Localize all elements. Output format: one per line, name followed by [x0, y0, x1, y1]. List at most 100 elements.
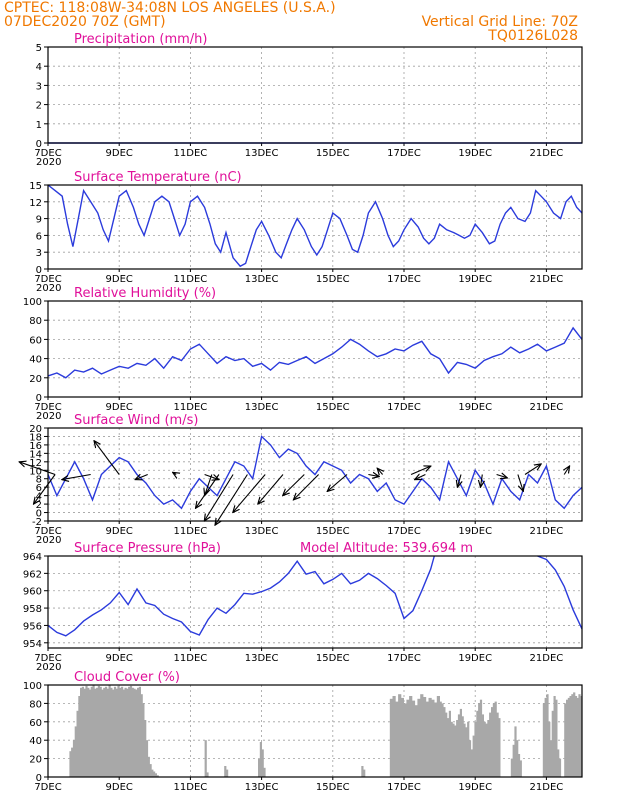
- wind-vector-arrow: [233, 474, 266, 513]
- wind-xtick-label: 17DEC: [387, 526, 421, 537]
- wind-vector-arrow: [481, 474, 483, 488]
- cloud-bar: [450, 721, 453, 777]
- rh-xtick-label: 19DEC: [458, 402, 492, 413]
- precip-year-label: 2020: [36, 157, 61, 168]
- wind-frame: [47, 427, 583, 522]
- cloud-bar: [479, 699, 483, 777]
- wind-ytick-label: 16: [29, 441, 42, 452]
- precip-xtick-label: 13DEC: [245, 148, 279, 159]
- cloud-bar: [567, 697, 570, 777]
- cloud-ytick-label: 20: [29, 755, 42, 766]
- cloud-bar: [406, 699, 410, 777]
- cloud-bar: [489, 712, 492, 777]
- temp-xtick-label: 15DEC: [316, 274, 350, 285]
- pressure-ytick-label: 958: [23, 604, 42, 615]
- wind-vector-arrow: [410, 466, 431, 476]
- wind-ytick-label: 6: [36, 483, 42, 494]
- cloud-bar: [461, 716, 464, 777]
- cloud-bar: [403, 703, 407, 777]
- precip-xtick-label: 17DEC: [387, 148, 421, 159]
- cloud-bar: [87, 687, 90, 777]
- wind-vector-arrow: [496, 475, 508, 478]
- cloud-bar: [468, 740, 472, 777]
- cloud-bar: [454, 725, 457, 777]
- cloud-bar: [459, 708, 462, 777]
- rh-xtick-label: 9DEC: [106, 402, 133, 413]
- precip-ytick-label: 4: [36, 62, 42, 73]
- cloud-bar: [110, 687, 113, 777]
- wind-xtick-label: 11DEC: [174, 526, 208, 537]
- header-location: CPTEC: 118:08W-34:08N LOS ANGELES (U.S.A…: [4, 0, 336, 16]
- pressure-annotation: Model Altitude: 539.694 m: [300, 541, 473, 556]
- cloud-bar: [71, 747, 74, 777]
- rh-xtick-label: 17DEC: [387, 402, 421, 413]
- rh-xtick-label: 11DEC: [174, 402, 208, 413]
- cloud-bar: [434, 702, 438, 777]
- temp-xtick-label: 17DEC: [387, 274, 421, 285]
- cloud-bar: [400, 697, 404, 777]
- cloud-bar: [517, 754, 521, 777]
- cloud-bar: [156, 775, 159, 777]
- cloud-bar: [226, 769, 229, 777]
- cloud-bar: [550, 740, 553, 777]
- cloud-bar: [472, 735, 475, 777]
- wind-title: Surface Wind (m/s): [74, 413, 198, 428]
- cloud-bar: [483, 721, 486, 777]
- wind-xtick-label: 19DEC: [458, 526, 492, 537]
- cloud-bar: [90, 686, 93, 777]
- header-date: 07DEC2020 70Z (GMT): [4, 14, 166, 30]
- pressure-xtick-label: 15DEC: [316, 653, 350, 664]
- pressure-xtick-label: 13DEC: [245, 653, 279, 664]
- cloud-bar: [258, 758, 261, 777]
- cloud-bar: [496, 712, 499, 777]
- cloud-bar: [128, 686, 131, 777]
- pressure-ytick-label: 964: [23, 552, 42, 563]
- cloud-bar: [566, 699, 569, 777]
- cloud-bar: [446, 718, 450, 777]
- pressure-ytick-label: 954: [23, 639, 42, 650]
- rh-ytick-label: 0: [36, 393, 42, 404]
- cloud-bar: [224, 766, 227, 777]
- cloud-bar: [491, 707, 494, 777]
- cloud-bar: [548, 721, 551, 777]
- cloud-panel: 0 20 40 60 80 100 7DEC 9DEC 11DEC 13DEC 15DEC 17DEC…: [23, 670, 583, 793]
- pressure-xtick-label: 21DEC: [530, 653, 564, 664]
- cloud-bar: [542, 703, 545, 777]
- cloud-bar: [122, 689, 125, 777]
- cloud-bar: [81, 686, 84, 777]
- cloud-bar: [514, 726, 517, 777]
- cloud-bar: [425, 701, 429, 777]
- cloud-bar: [80, 687, 83, 777]
- cloud-bar: [494, 701, 497, 777]
- wind-vector-arrow: [19, 462, 56, 476]
- cloud-bar: [78, 696, 81, 777]
- cloud-bar: [126, 688, 129, 777]
- cloud-bar: [544, 697, 547, 777]
- precip-xtick-label: 15DEC: [316, 148, 350, 159]
- wind-vector-arrow: [196, 474, 220, 509]
- pressure-title: Surface Pressure (hPa): [74, 541, 221, 556]
- cloud-bar: [138, 686, 141, 777]
- rh-ytick-label: 60: [29, 335, 42, 346]
- cloud-bar: [142, 703, 145, 777]
- cloud-bar: [395, 701, 399, 777]
- wind-vector-arrow: [368, 475, 379, 477]
- wind-vector-arrow: [34, 474, 56, 505]
- rh-ytick-label: 20: [29, 374, 42, 385]
- cloud-bar: [463, 723, 466, 777]
- cloud-bar: [151, 769, 154, 777]
- pressure-ytick-label: 962: [23, 569, 42, 580]
- wind-vector-arrow: [415, 475, 426, 480]
- wind-xtick-label: 7DEC: [34, 526, 61, 537]
- cloud-bar: [124, 687, 127, 777]
- precip-ytick-label: 0: [36, 139, 42, 150]
- cloud-bar: [85, 685, 88, 777]
- cloud-bar: [145, 740, 149, 777]
- cloud-bar: [420, 694, 424, 777]
- rh-xtick-label: 7DEC: [34, 402, 61, 413]
- cloud-bar: [105, 686, 108, 777]
- pressure-xtick-label: 17DEC: [387, 653, 421, 664]
- cloud-bar: [92, 685, 95, 777]
- wind-ytick-label: 18: [29, 432, 42, 443]
